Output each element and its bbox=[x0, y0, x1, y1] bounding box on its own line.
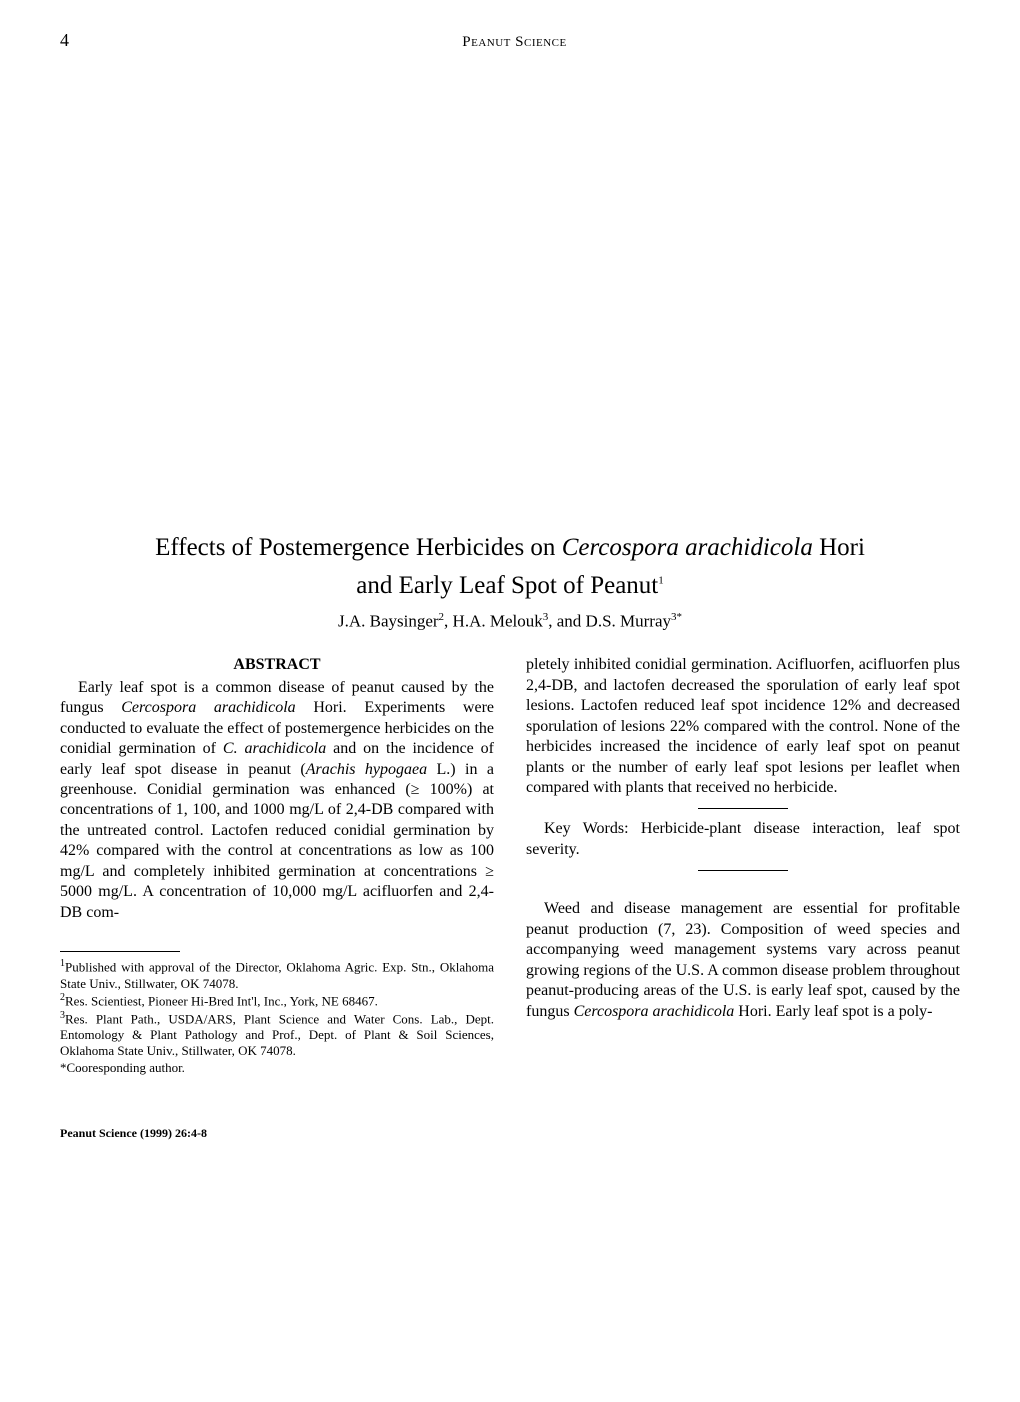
journal-citation: Peanut Science (1999) 26:4-8 bbox=[60, 1126, 494, 1141]
title-text-after: Hori bbox=[813, 534, 865, 561]
author-1: J.A. Baysinger bbox=[338, 611, 439, 630]
body-paragraph: Weed and disease management are essentia… bbox=[526, 899, 960, 1022]
footnote-2: 2Res. Scientiest, Pioneer Hi-Bred Int'l,… bbox=[60, 992, 494, 1010]
body-text-after: Hori. Early leaf spot is a poly- bbox=[734, 1003, 932, 1020]
footnote-3-text: Res. Plant Path., USDA/ARS, Plant Scienc… bbox=[60, 1011, 494, 1059]
abstract-italic-2: C. arachidicola bbox=[223, 740, 326, 757]
abstract-italic-1: Cercospora arachidicola bbox=[121, 699, 295, 716]
authors-line: J.A. Baysinger2, H.A. Melouk3, and D.S. … bbox=[60, 611, 960, 632]
title-footnote-sup: 1 bbox=[658, 574, 664, 586]
abstract-italic-3: Arachis hypogaea bbox=[306, 761, 427, 778]
author-3-sup: 3* bbox=[671, 611, 682, 623]
abstract-body: Early leaf spot is a common disease of p… bbox=[60, 678, 494, 924]
author-2: , H.A. Melouk bbox=[444, 611, 543, 630]
page-header: 4 Peanut Science bbox=[60, 30, 960, 51]
page-number: 4 bbox=[60, 30, 69, 51]
footnote-corresponding: *Cooresponding author. bbox=[60, 1060, 494, 1076]
body-species-italic: Cercospora arachidicola bbox=[574, 1003, 735, 1020]
abstract-heading: ABSTRACT bbox=[60, 655, 494, 675]
footnotes-divider bbox=[60, 951, 180, 952]
keywords: Key Words: Herbicide-plant disease inter… bbox=[526, 819, 960, 860]
footnote-3: 3Res. Plant Path., USDA/ARS, Plant Scien… bbox=[60, 1010, 494, 1060]
title-text-pre: Effects of Postemergence Herbicides on bbox=[155, 534, 562, 561]
footnote-1: 1Published with approval of the Director… bbox=[60, 958, 494, 992]
footnote-1-text: Published with approval of the Director,… bbox=[60, 960, 494, 991]
left-column: ABSTRACT Early leaf spot is a common dis… bbox=[60, 655, 494, 1141]
right-column: pletely inhibited conidial germination. … bbox=[526, 655, 960, 1141]
abstract-continuation: pletely inhibited conidial germination. … bbox=[526, 655, 960, 798]
title-species-italic: Cercospora arachidicola bbox=[562, 534, 813, 561]
author-3: , and D.S. Murray bbox=[548, 611, 671, 630]
abstract-text-4: L.) in a greenhouse. Conidial germinatio… bbox=[60, 761, 494, 921]
footnote-2-text: Res. Scientiest, Pioneer Hi-Bred Int'l, … bbox=[65, 993, 378, 1008]
footnote-corresponding-text: *Cooresponding author. bbox=[60, 1060, 185, 1075]
paper-page: 4 Peanut Science Effects of Postemergenc… bbox=[0, 0, 1020, 1181]
article-title-line1: Effects of Postemergence Herbicides on C… bbox=[60, 531, 960, 565]
running-head: Peanut Science bbox=[69, 34, 960, 51]
article-title-line2: and Early Leaf Spot of Peanut1 bbox=[60, 569, 960, 603]
keywords-divider-bottom bbox=[698, 870, 788, 871]
keywords-divider-top bbox=[698, 808, 788, 809]
title-line2-text: and Early Leaf Spot of Peanut bbox=[356, 572, 658, 599]
two-column-layout: ABSTRACT Early leaf spot is a common dis… bbox=[60, 655, 960, 1141]
